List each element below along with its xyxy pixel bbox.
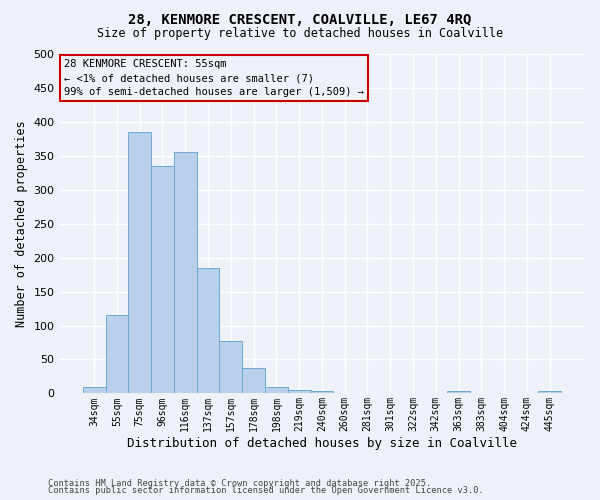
Bar <box>538 392 561 394</box>
Bar <box>220 341 242 394</box>
Bar <box>447 392 470 394</box>
Bar <box>151 166 174 394</box>
Bar <box>242 368 265 394</box>
Text: 28 KENMORE CRESCENT: 55sqm
← <1% of detached houses are smaller (7)
99% of semi-: 28 KENMORE CRESCENT: 55sqm ← <1% of deta… <box>64 59 364 97</box>
Y-axis label: Number of detached properties: Number of detached properties <box>15 120 28 327</box>
Bar <box>334 392 356 394</box>
Bar <box>379 392 401 394</box>
Bar <box>265 386 288 394</box>
Bar <box>128 132 151 394</box>
Text: Size of property relative to detached houses in Coalville: Size of property relative to detached ho… <box>97 28 503 40</box>
X-axis label: Distribution of detached houses by size in Coalville: Distribution of detached houses by size … <box>127 437 517 450</box>
Bar <box>106 316 128 394</box>
Bar <box>288 390 311 394</box>
Text: 28, KENMORE CRESCENT, COALVILLE, LE67 4RQ: 28, KENMORE CRESCENT, COALVILLE, LE67 4R… <box>128 12 472 26</box>
Bar <box>83 386 106 394</box>
Bar <box>311 392 334 394</box>
Bar <box>174 152 197 394</box>
Text: Contains public sector information licensed under the Open Government Licence v3: Contains public sector information licen… <box>48 486 484 495</box>
Text: Contains HM Land Registry data © Crown copyright and database right 2025.: Contains HM Land Registry data © Crown c… <box>48 478 431 488</box>
Bar <box>197 268 220 394</box>
